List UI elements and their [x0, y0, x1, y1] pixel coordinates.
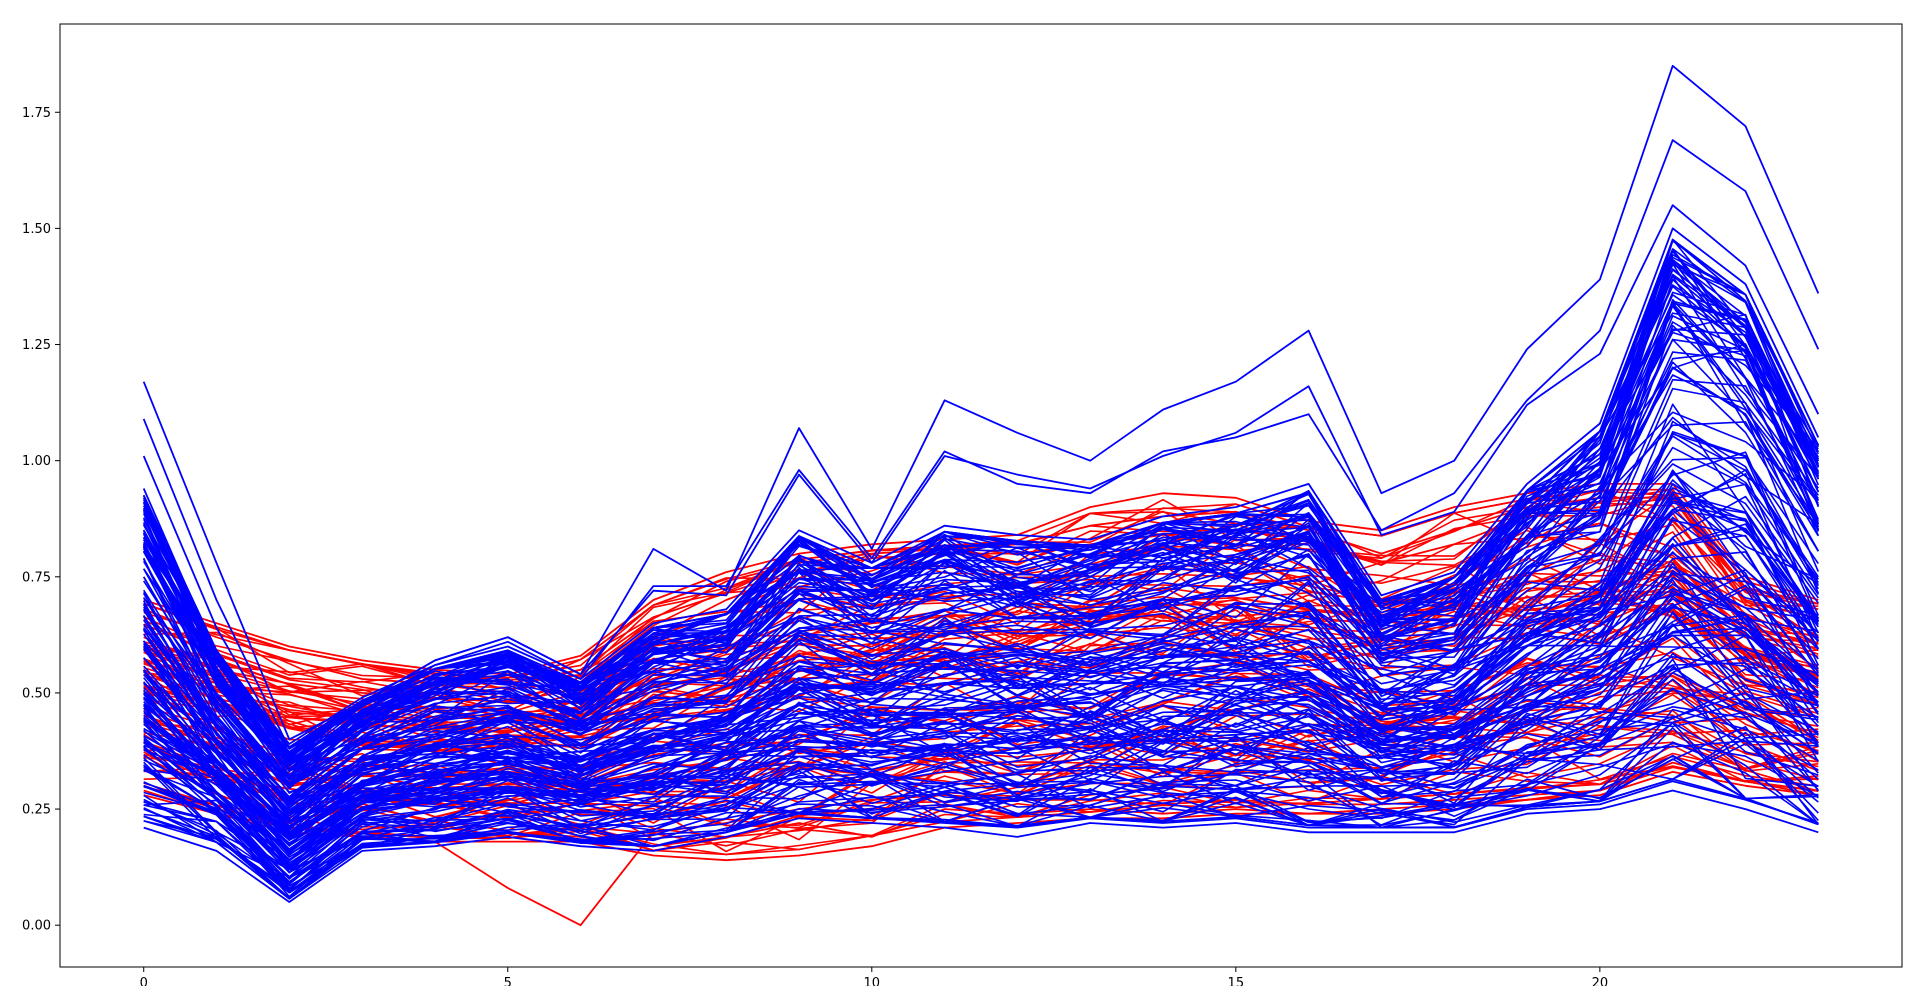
y-tick-label: 1.25: [22, 338, 51, 353]
filler-line: [143, 569, 1819, 840]
x-tick-label: 0: [140, 976, 148, 986]
filler-line: [143, 516, 1820, 839]
series-layer: [142, 64, 1820, 927]
filler-line: [143, 534, 1819, 834]
filler-line: [143, 509, 1819, 839]
filler-line: [142, 324, 1819, 789]
y-tick-label: 1.50: [22, 222, 51, 237]
filler-line: [142, 487, 1819, 817]
x-tick-label: 20: [1592, 976, 1609, 986]
filler-line: [142, 259, 1819, 749]
filler-line: [142, 315, 1820, 767]
y-tick-label: 1.00: [22, 454, 51, 469]
filler-line: [143, 652, 1819, 886]
series-line: [142, 482, 1819, 824]
filler-line: [143, 483, 1819, 825]
filler-line: [143, 574, 1819, 827]
filler-line: [143, 469, 1819, 800]
filler-line: [143, 601, 1819, 750]
filler-line: [143, 472, 1820, 814]
filler-line: [142, 238, 1820, 765]
filler-line: [143, 623, 1819, 869]
filler-line: [142, 238, 1820, 749]
axes-frame: [59, 23, 1903, 968]
series-line: [143, 780, 1819, 894]
filler-line: [143, 623, 1819, 861]
series-line: [142, 366, 1820, 787]
filler-line: [143, 469, 1819, 820]
filler-line: [143, 421, 1819, 781]
filler-line: [143, 572, 1819, 847]
filler-line: [143, 645, 1819, 862]
filler-line: [143, 655, 1819, 850]
series-group-1: [142, 64, 1820, 903]
filler-line: [143, 562, 1819, 858]
series-line: [142, 227, 1820, 745]
filler-line: [143, 656, 1819, 854]
series-line: [143, 789, 1819, 903]
y-tick-label: 0.25: [22, 803, 51, 818]
filler-line: [143, 435, 1819, 787]
y-tick-label: 1.75: [22, 106, 51, 121]
filler-line: [143, 626, 1819, 851]
filler-line: [142, 285, 1819, 756]
filler-line: [143, 765, 1819, 856]
filler-line: [143, 566, 1819, 837]
y-tick-label: 0.75: [22, 570, 51, 585]
series-line: [142, 204, 1820, 755]
filler-line: [143, 551, 1819, 828]
filler-line: [143, 726, 1819, 827]
x-tick-label: 15: [1228, 976, 1245, 986]
x-tick-label: 5: [504, 976, 512, 986]
filler-line: [143, 411, 1819, 772]
filler-line: [143, 495, 1819, 820]
filler-line: [142, 262, 1819, 763]
filler-line: [143, 658, 1819, 880]
filler-line: [143, 248, 1819, 749]
y-tick-label: 0.50: [22, 686, 51, 701]
x-tick-label: 10: [864, 976, 881, 986]
filler-line: [143, 684, 1819, 886]
filler-line: [143, 361, 1819, 803]
filler-line: [143, 535, 1819, 721]
filler-line: [143, 456, 1819, 794]
filler-line: [143, 606, 1819, 851]
series-line: [142, 139, 1820, 750]
y-tick-label: 0.00: [22, 919, 51, 934]
filler-line: [143, 612, 1819, 868]
plot-area: [142, 64, 1820, 927]
filler-line: [143, 742, 1819, 900]
filler-line: [143, 705, 1819, 884]
filler-line: [143, 666, 1819, 861]
series-line: [143, 589, 1819, 862]
axes: 0 5 10 15 20 0.00 0.25 0.50 0.75 1.00 1.25 1.50 1.75: [22, 23, 1903, 986]
filler-line: [143, 634, 1819, 856]
filler-line: [143, 451, 1820, 805]
